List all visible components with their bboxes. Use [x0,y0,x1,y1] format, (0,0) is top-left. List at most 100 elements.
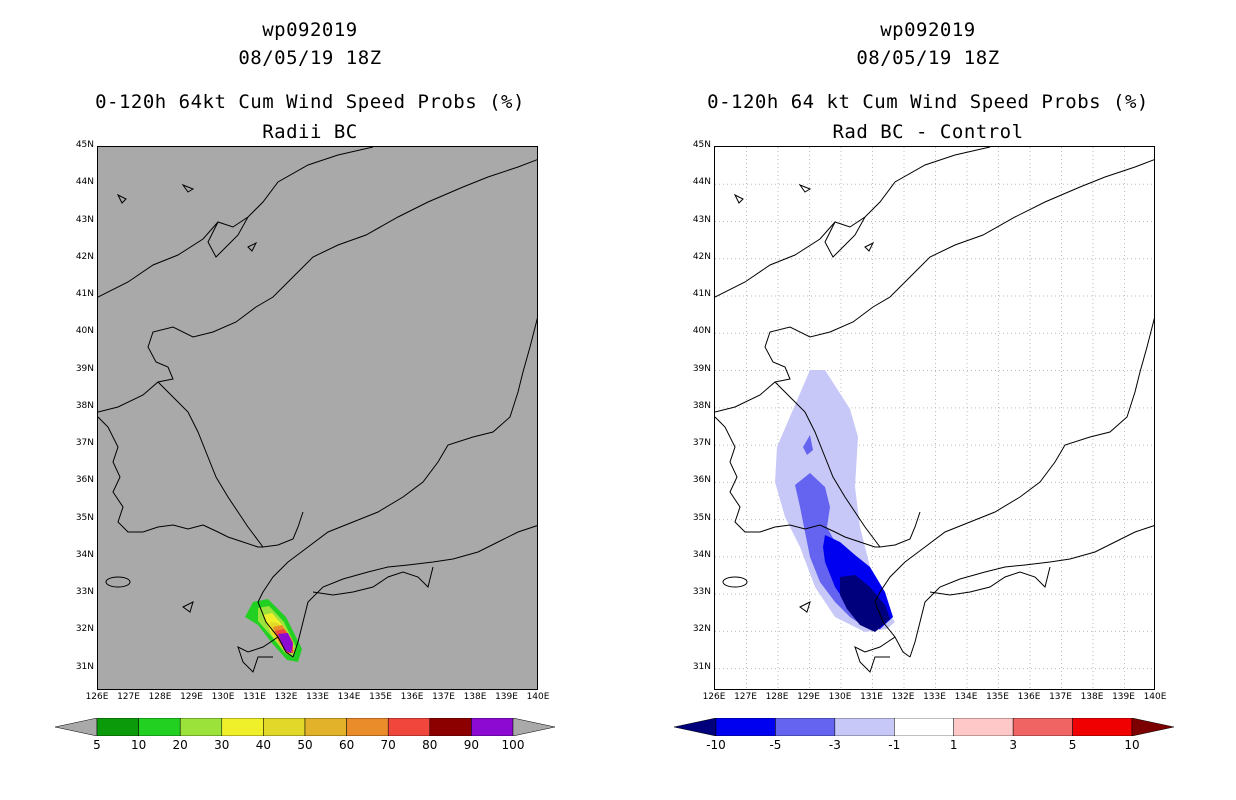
left-subtitle: Radii BC [262,121,358,143]
latitude-label: 42N [75,251,94,262]
longitude-label: 127E [734,692,757,702]
colorbar-tick-label: 30 [214,738,230,752]
latitude-label: 43N [692,214,711,225]
latitude-label: 38N [692,400,711,411]
longitude-label: 138E [463,692,487,702]
right-product-title: 0-120h 64 kt Cum Wind Speed Probs (%) [707,91,1149,113]
coast-japan-sea-side [874,317,1154,658]
latitude-label: 44N [692,177,711,188]
longitude-label: 136E [400,692,424,702]
island-small-north [247,241,258,252]
colorbar-cell [1012,718,1073,736]
longitude-label: 128E [148,692,172,702]
left-map-background [98,147,537,689]
latitude-label: 44N [75,177,94,188]
latitude-label: 37N [75,438,94,449]
left-map [97,146,538,690]
latitude-label: 42N [692,251,711,262]
island-jeju [722,576,748,588]
latitude-label: 39N [692,363,711,374]
longitude-label: 128E [765,692,789,702]
latitude-label: 37N [692,438,711,449]
colorbar-tick-label: -3 [828,738,841,752]
colorbar-tick-label: -1 [888,738,901,752]
colorbar-tick-label: 40 [255,738,272,752]
right-subtitle: Rad BC - Control [832,121,1024,143]
right-coastlines [715,147,1154,673]
longitude-label: 135E [986,692,1009,702]
longitude-label: 130E [211,692,235,702]
island-small-north [864,241,875,252]
latitude-label: 33N [75,587,94,598]
colorbar-tick-label: 50 [297,738,313,752]
colorbar-tick-label: 1 [949,738,958,752]
latitude-label: 38N [75,400,94,411]
island-lake-north [733,193,744,204]
longitude-label: 132E [891,692,915,702]
left-probability-contours [245,599,302,662]
prob-100-area [278,633,293,653]
longitude-label: 139E [495,692,518,702]
colorbar-tick-label: 10 [1124,738,1140,752]
colorbar-cell [387,718,431,736]
left-storm-id: wp092019 [262,19,358,41]
coast-shikoku [929,566,1051,596]
longitude-label: 139E [1112,692,1135,702]
colorbar-cell [1072,718,1133,736]
coast-korea-west [715,416,821,533]
longitude-label: 140E [526,692,550,702]
colorbar-left-arrow [674,718,717,736]
colorbar-cell [221,718,264,736]
island-lake-khanka [181,183,195,193]
colorbar-tick-label: -5 [769,738,782,752]
left-map-svg [98,147,537,689]
longitude-label: 135E [369,692,392,702]
colorbar-tick-label: 100 [501,738,525,752]
latitude-label: 32N [692,624,711,635]
longitude-label: 129E [797,692,820,702]
latitude-label: 34N [692,549,711,560]
island-lake-north [116,193,127,204]
longitude-label: 131E [860,692,883,702]
colorbar-tick-label: 3 [1009,738,1017,752]
latitude-label: 34N [75,549,94,560]
longitude-label: 127E [117,692,140,702]
latitude-label: 43N [75,214,94,225]
island-tsushima [799,601,811,613]
colorbar-tick-label: 10 [130,738,147,752]
latitude-label: 35N [692,512,711,523]
latitude-label: 45N [692,140,711,150]
coast-bohai-korea-north [715,159,1154,413]
coast-pacific-side [909,525,1154,658]
latitude-label: 39N [75,363,94,374]
coast-korea-east [774,381,921,548]
latitude-label: 40N [75,326,94,337]
colorbar-cell [429,718,472,736]
colorbar-tick-label: 70 [380,738,396,752]
colorbar-tick-label: 60 [338,738,355,752]
colorbar-cell [834,718,895,736]
colorbar-cell [775,718,836,736]
right-difference-contours [775,370,895,632]
right-storm-id: wp092019 [880,19,976,41]
right-map-background [715,147,1154,689]
right-colorbar [674,718,1174,736]
colorbar-left-arrow [55,718,98,736]
longitude-label: 134E [337,692,361,702]
colorbar-tick-label: -10 [706,738,726,752]
island-tsushima [182,601,194,613]
latitude-label: 31N [75,661,94,672]
longitude-label: 131E [243,692,266,702]
colorbar-cell [346,718,389,736]
longitude-label: 137E [432,692,455,702]
longitude-label: 126E [702,692,726,702]
coast-kyushu-west [854,636,896,673]
coast-korea-south [202,524,263,548]
coast-korea-west [98,416,204,533]
colorbar-cell [953,718,1014,736]
right-map-svg [715,147,1154,689]
coast-liaodong [207,216,249,258]
left-colorbar [55,718,555,736]
coast-bohai-korea-north [98,159,537,413]
latitude-label: 31N [692,661,711,672]
